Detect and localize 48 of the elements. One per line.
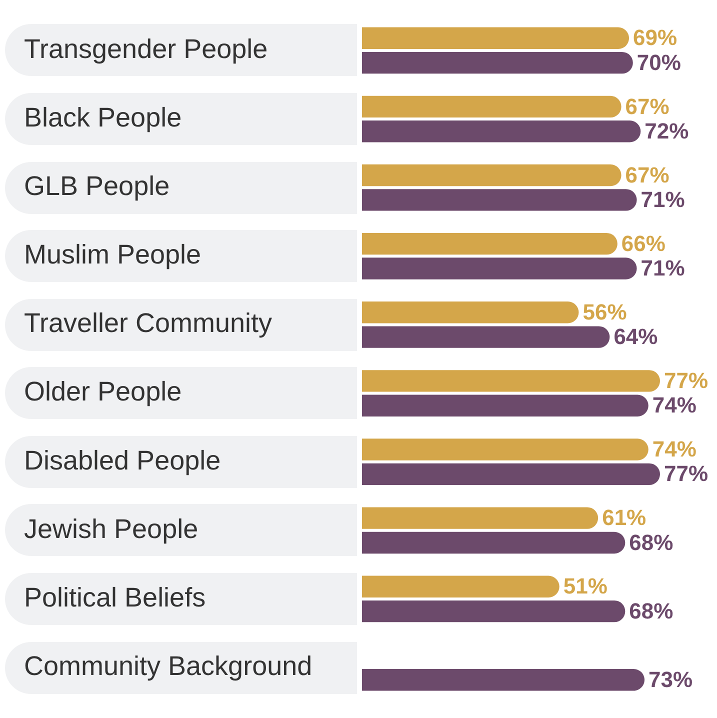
data-label: 70% xyxy=(636,50,681,75)
bar xyxy=(362,463,660,486)
y-tick-label: Political Beliefs xyxy=(24,582,206,612)
data-label: 64% xyxy=(614,324,658,350)
y-tick-label: Jewish People xyxy=(24,514,198,544)
bar xyxy=(362,600,626,622)
bar xyxy=(362,96,622,118)
bar xyxy=(362,302,579,324)
data-label: 74% xyxy=(652,392,696,418)
y-tick-label: Transgender People xyxy=(24,34,268,64)
bar xyxy=(362,370,660,392)
y-tick-label: Disabled People xyxy=(24,445,221,476)
bar xyxy=(362,52,633,74)
data-label: 69% xyxy=(633,25,678,50)
y-tick-label: GLB People xyxy=(24,171,170,202)
bar xyxy=(362,258,637,280)
y-tick-label: Traveller Community xyxy=(24,308,273,338)
data-label: 61% xyxy=(602,505,646,530)
data-label: 51% xyxy=(563,574,608,599)
data-label: 74% xyxy=(652,436,696,462)
data-label: 68% xyxy=(629,530,674,555)
data-label: 66% xyxy=(621,230,666,256)
data-label: 71% xyxy=(640,256,685,281)
bar xyxy=(362,120,641,142)
bar xyxy=(362,394,648,416)
data-label: 56% xyxy=(582,299,627,324)
y-tick-label: Community Background xyxy=(24,650,312,681)
y-tick-label: Older People xyxy=(24,376,182,407)
data-label: 68% xyxy=(629,598,674,624)
y-tick-label: Muslim People xyxy=(24,240,202,270)
data-label: 77% xyxy=(664,368,708,393)
bar xyxy=(362,669,645,691)
bar xyxy=(362,326,610,348)
data-label: 71% xyxy=(640,187,685,212)
bar xyxy=(362,27,630,49)
y-tick-label: Black People xyxy=(24,102,182,132)
data-label: 67% xyxy=(625,94,670,119)
bar xyxy=(362,576,560,598)
data-label: 67% xyxy=(625,162,670,188)
data-label: 77% xyxy=(664,461,708,486)
bar xyxy=(362,189,637,211)
bar xyxy=(362,438,648,460)
bar xyxy=(362,532,626,554)
data-label: 73% xyxy=(648,666,693,692)
bar xyxy=(362,164,622,186)
bar xyxy=(362,232,618,255)
data-label: 72% xyxy=(644,118,689,144)
bar xyxy=(362,507,598,529)
